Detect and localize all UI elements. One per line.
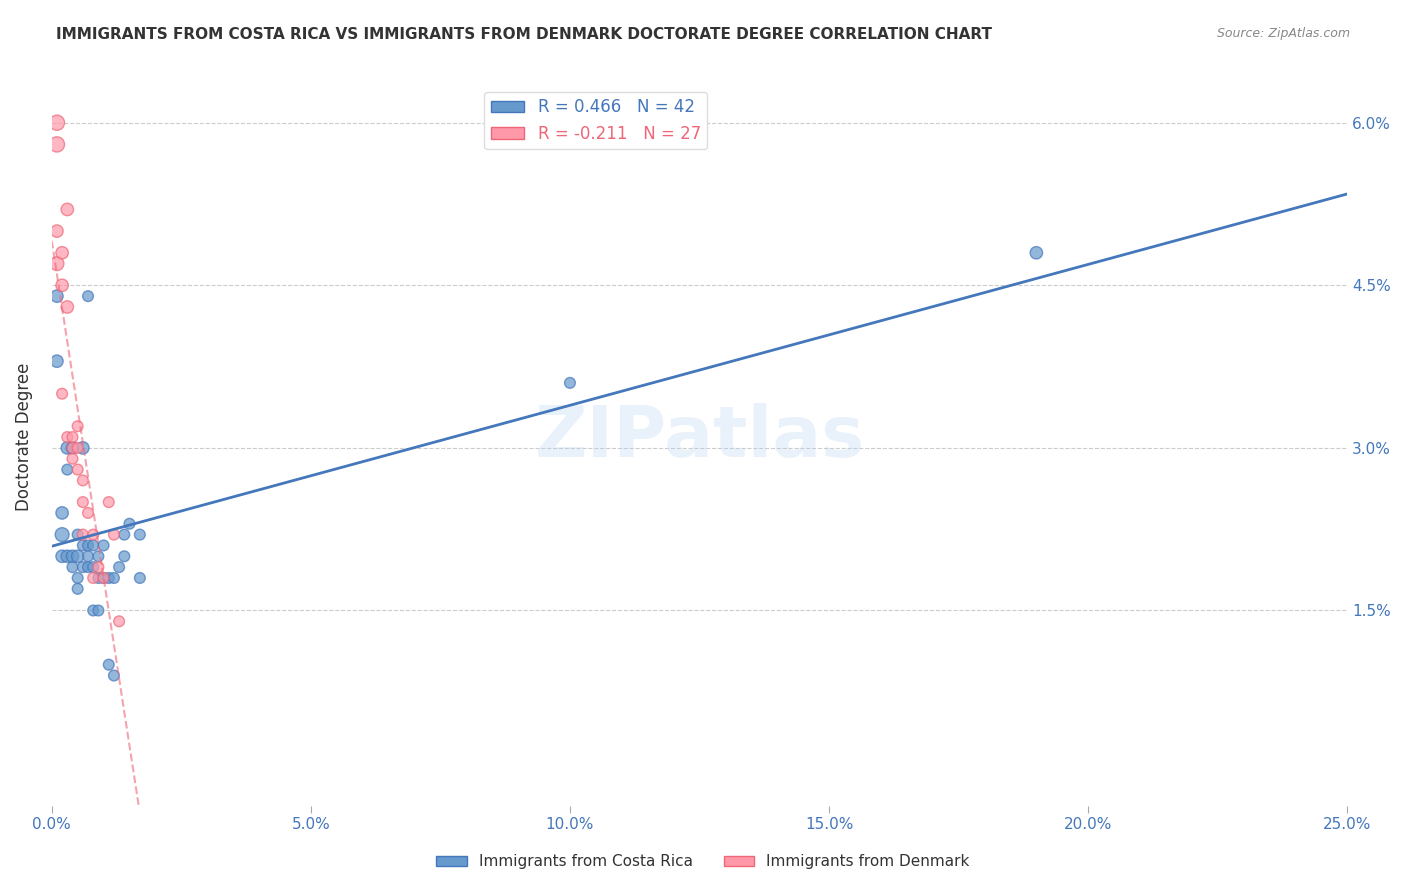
Point	[97, 571, 120, 585]
Point	[128, 527, 150, 541]
Point	[56, 549, 79, 564]
Point	[62, 549, 84, 564]
Point	[112, 527, 135, 541]
Text: ZIPatlas: ZIPatlas	[534, 402, 865, 472]
Point	[45, 257, 67, 271]
Point	[56, 202, 79, 217]
Point	[93, 538, 115, 552]
Text: IMMIGRANTS FROM COSTA RICA VS IMMIGRANTS FROM DENMARK DOCTORATE DEGREE CORRELATI: IMMIGRANTS FROM COSTA RICA VS IMMIGRANTS…	[56, 27, 993, 42]
Point	[87, 560, 110, 574]
Point	[66, 419, 89, 434]
Point	[77, 538, 100, 552]
Point	[82, 560, 104, 574]
Point	[62, 451, 84, 466]
Point	[82, 571, 104, 585]
Point	[103, 571, 125, 585]
Point	[77, 549, 100, 564]
Point	[77, 506, 100, 520]
Point	[66, 582, 89, 596]
Point	[72, 441, 94, 455]
Point	[97, 657, 120, 672]
Point	[77, 289, 100, 303]
Point	[72, 495, 94, 509]
Point	[51, 245, 73, 260]
Point	[82, 538, 104, 552]
Point	[93, 571, 115, 585]
Point	[108, 615, 131, 629]
Legend: Immigrants from Costa Rica, Immigrants from Denmark: Immigrants from Costa Rica, Immigrants f…	[430, 848, 976, 875]
Point	[87, 571, 110, 585]
Point	[45, 289, 67, 303]
Point	[558, 376, 581, 390]
Point	[108, 560, 131, 574]
Point	[45, 354, 67, 368]
Point	[82, 527, 104, 541]
Point	[56, 462, 79, 476]
Point	[51, 278, 73, 293]
Point	[87, 549, 110, 564]
Point	[103, 527, 125, 541]
Point	[118, 516, 141, 531]
Point	[66, 549, 89, 564]
Point	[77, 560, 100, 574]
Legend: R = 0.466   N = 42, R = -0.211   N = 27: R = 0.466 N = 42, R = -0.211 N = 27	[484, 92, 707, 149]
Point	[56, 441, 79, 455]
Point	[72, 474, 94, 488]
Point	[66, 571, 89, 585]
Point	[62, 430, 84, 444]
Point	[128, 571, 150, 585]
Point	[72, 527, 94, 541]
Point	[51, 527, 73, 541]
Point	[72, 560, 94, 574]
Point	[51, 506, 73, 520]
Point	[45, 224, 67, 238]
Point	[66, 527, 89, 541]
Point	[72, 538, 94, 552]
Point	[56, 300, 79, 314]
Y-axis label: Doctorate Degree: Doctorate Degree	[15, 363, 32, 511]
Point	[82, 603, 104, 617]
Point	[93, 571, 115, 585]
Point	[51, 549, 73, 564]
Point	[66, 441, 89, 455]
Point	[45, 116, 67, 130]
Point	[51, 386, 73, 401]
Point	[45, 137, 67, 152]
Point	[97, 495, 120, 509]
Point	[66, 462, 89, 476]
Point	[112, 549, 135, 564]
Text: Source: ZipAtlas.com: Source: ZipAtlas.com	[1216, 27, 1350, 40]
Point	[103, 668, 125, 682]
Point	[1025, 245, 1047, 260]
Point	[62, 441, 84, 455]
Point	[62, 560, 84, 574]
Point	[87, 603, 110, 617]
Point	[62, 441, 84, 455]
Point	[56, 430, 79, 444]
